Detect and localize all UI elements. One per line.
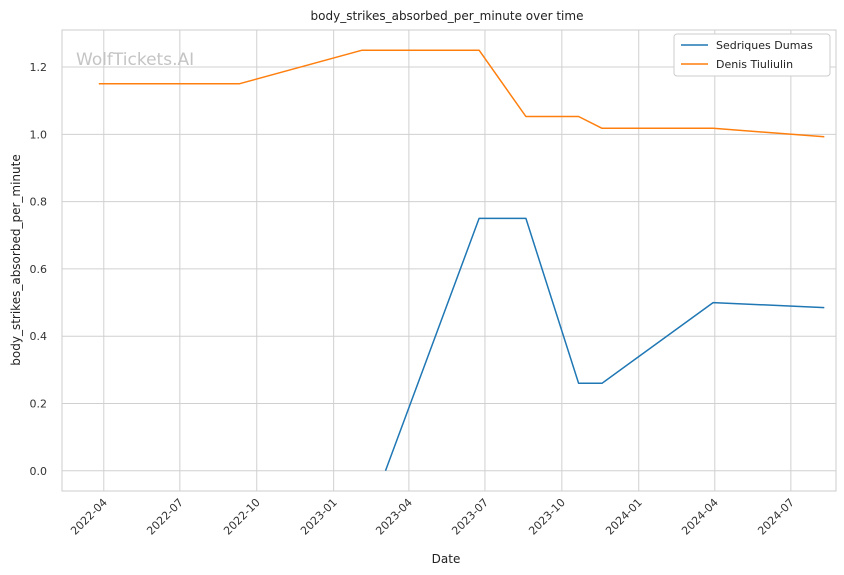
y-tick-label: 0.2 [30,398,48,411]
grid [62,30,836,491]
y-tick-label: 1.0 [30,128,48,141]
x-tick-label: 2023-01 [298,496,340,538]
y-tick-label: 0.4 [30,330,48,343]
series-group [98,49,825,472]
legend-label: Denis Tiuliulin [716,58,793,71]
plot-area [61,29,837,492]
y-tick-label: 0.6 [30,263,48,276]
legend-box [673,33,831,77]
y-tick-label: 0.0 [30,465,48,478]
legend-label: Sedriques Dumas [716,39,813,52]
x-tick-label: 2022-07 [144,496,186,538]
legend: Sedriques Dumas Denis Tiuliulin [673,33,831,77]
x-tick-label: 2023-04 [373,496,415,538]
y-tick-label: 1.2 [30,61,48,74]
x-tick-label: 2023-07 [449,496,491,538]
x-tick-label: 2024-04 [679,496,721,538]
x-tick-label: 2022-04 [68,496,110,538]
y-axis-title: body_strikes_absorbed_per_minute [9,154,23,365]
watermark: WolfTickets.AI [76,50,194,70]
series-line-1 [98,49,825,138]
x-tick-label: 2023-10 [526,496,568,538]
series-line-0 [384,217,825,472]
x-tick-label: 2022-10 [221,496,263,538]
y-tick-label: 0.8 [30,196,48,209]
y-axis: 0.0 0.2 0.4 0.6 0.8 1.0 1.2 [30,61,48,478]
chart-title: body_strikes_absorbed_per_minute over ti… [311,9,584,23]
x-tick-label: 2024-01 [603,496,645,538]
x-tick-label: 2024-07 [755,496,797,538]
x-axis-title: Date [432,552,461,566]
x-axis: 2022-04 2022-07 2022-10 2023-01 2023-04 2023-… [68,496,797,538]
